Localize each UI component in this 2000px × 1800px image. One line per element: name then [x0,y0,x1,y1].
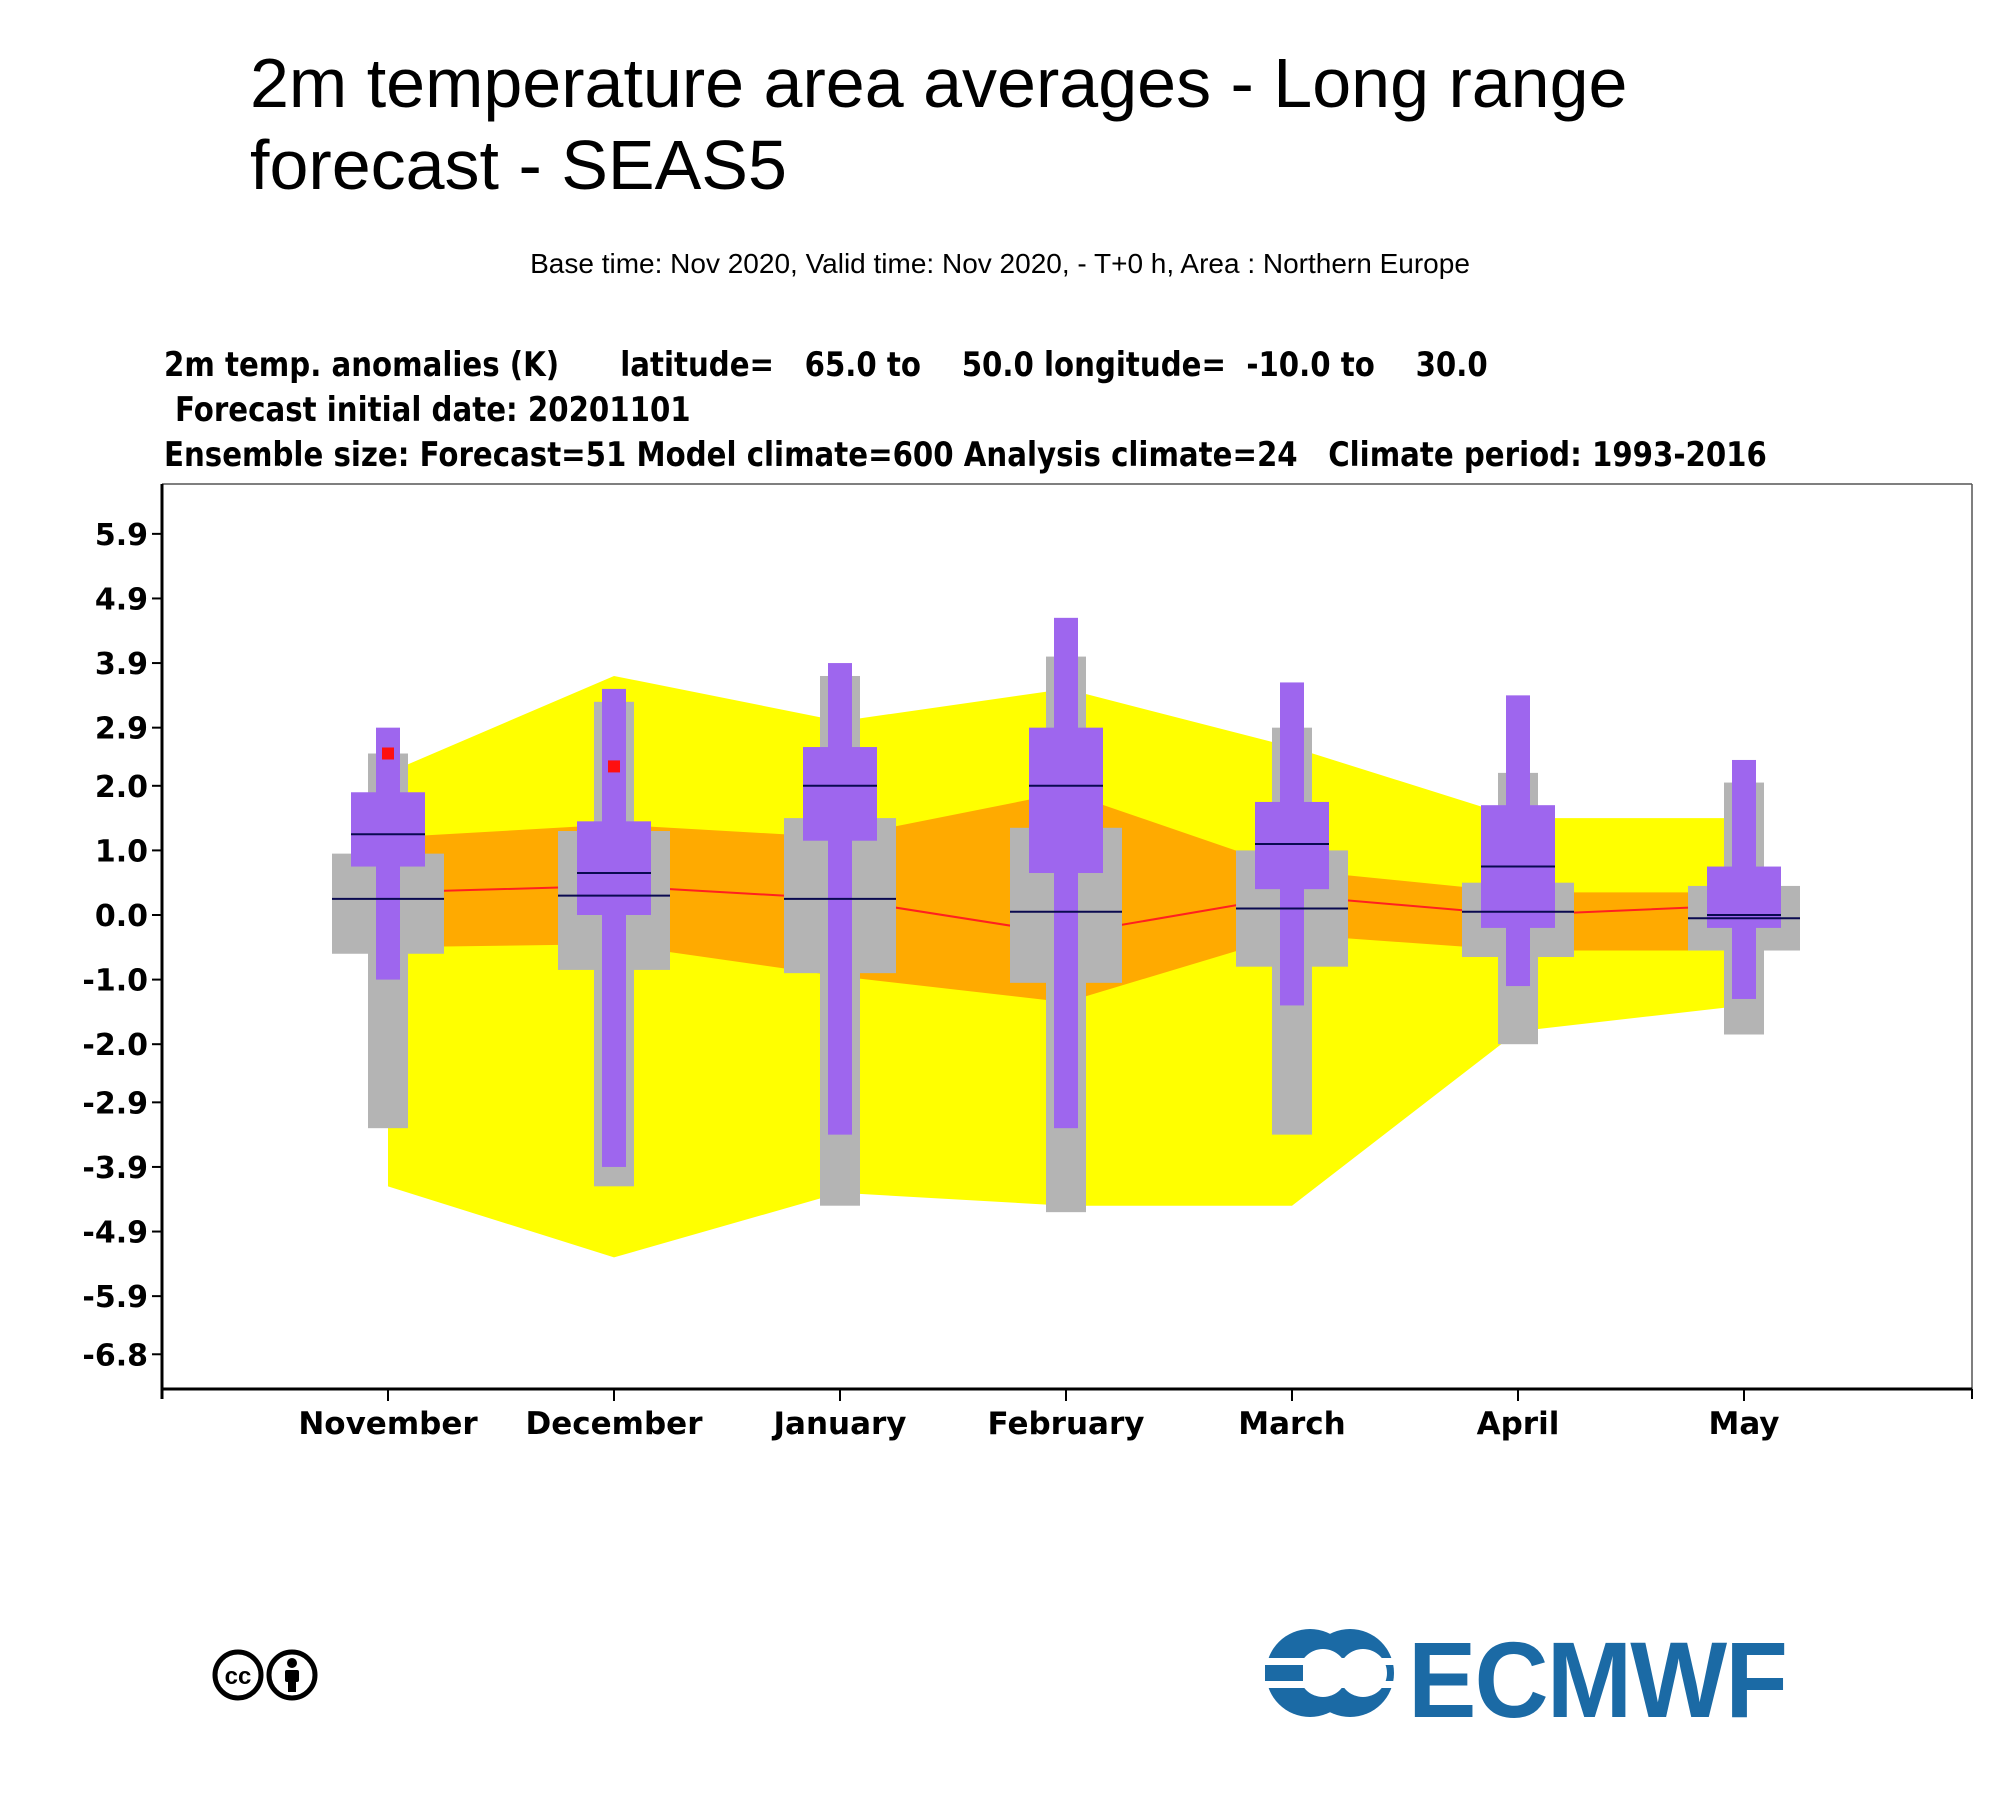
y-tick-label: 3.9 [95,647,148,682]
forecast-box [577,821,651,915]
forecast-box [803,747,877,841]
y-tick-label: 2.9 [95,712,148,747]
chart-header-ensemble-size: Ensemble size: Forecast=51 Model climate… [164,435,1767,475]
y-tick-label: -6.8 [82,1338,148,1373]
chart-axes: 5.9 4.9 3.9 2.9 2.0 1.0 0.0 -1.0 -2.0 -2.9 -3.9 -4.… [82,483,1973,1442]
ecmwf-logo-text: ECMWF [1408,1619,1788,1740]
x-tick-label: March [1238,1406,1346,1442]
observed-marker [608,760,620,773]
forecast-box [1029,727,1103,874]
y-tick-label: 5.9 [95,518,148,553]
ecmwf-logo-icon [1265,1629,1395,1717]
y-tick-label: -5.9 [82,1280,148,1315]
y-tick-label: 4.9 [95,582,148,617]
y-tick-label: -2.9 [82,1086,148,1121]
y-tick-label: -1.0 [82,964,148,999]
y-tick-label: -3.9 [82,1151,148,1186]
x-tick-label: November [298,1406,478,1442]
chart: 5.9 4.9 3.9 2.9 2.0 1.0 0.0 -1.0 -2.0 -2.9 -3.9 -4.… [82,483,1973,1442]
creative-commons-icon: cc [212,1649,318,1701]
x-tick-label: February [988,1406,1145,1442]
x-tick-label: May [1708,1406,1779,1442]
box-plots [332,617,1800,1213]
forecast-box [1255,801,1329,890]
y-tick-label: 2.0 [95,770,148,805]
y-tick-label: 1.0 [95,834,148,869]
page-title: 2m temperature area averages - Long rang… [250,44,1628,204]
chart-header-initial-date: Forecast initial date: 20201101 [175,390,691,430]
y-tick-label: -4.9 [82,1216,148,1251]
forecast-box [351,792,425,867]
y-tick-label: -2.0 [82,1028,148,1063]
x-tick-label: December [526,1406,704,1442]
y-tick-label: 0.0 [95,899,148,934]
x-tick-label: April [1477,1406,1560,1442]
svg-text:cc: cc [225,1663,252,1690]
chart-header-variable-area: 2m temp. anomalies (K) latitude= 65.0 to… [164,345,1488,385]
page-subtitle: Base time: Nov 2020, Valid time: Nov 202… [530,248,1470,279]
observed-marker [382,747,394,760]
x-tick-label: January [771,1406,906,1442]
